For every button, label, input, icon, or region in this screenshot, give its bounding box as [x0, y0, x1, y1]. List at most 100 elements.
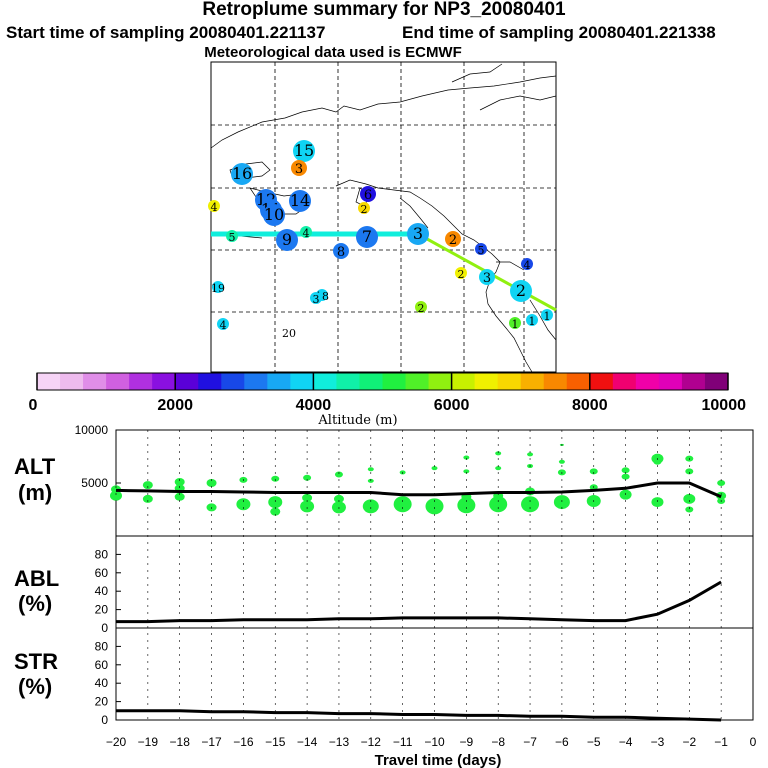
map-marker-label: 14 — [290, 191, 310, 210]
alt-scatter-point — [495, 466, 502, 471]
colorbar-tick-label: 6000 — [434, 397, 470, 414]
map-marker — [445, 231, 461, 247]
y-tick-label: 0 — [101, 713, 108, 727]
map-marker-label: 4 — [303, 227, 310, 240]
str-title: STR — [14, 649, 58, 674]
alt-scatter-point — [302, 493, 313, 502]
colorbar-cell — [405, 373, 430, 390]
map-marker-label: 10 — [264, 205, 284, 224]
map-marker-label: 9 — [282, 230, 292, 249]
colorbar-cell — [198, 373, 222, 390]
map-panel: 1531641211141062549783254232111191832420 — [208, 61, 557, 373]
map-marker — [510, 280, 532, 302]
colorbar-cell — [566, 373, 591, 390]
colorbar-cell — [313, 373, 337, 390]
alt-scatter-point — [110, 490, 122, 501]
alt-scatter-point — [463, 455, 470, 460]
y-tick-label: 10000 — [75, 423, 109, 437]
map-marker — [226, 230, 238, 242]
colorbar-tick-label: 8000 — [572, 397, 608, 414]
alt-scatter-point — [463, 469, 470, 474]
x-tick-label: −11 — [393, 735, 413, 749]
map-marker — [407, 223, 429, 245]
alt-title: ALT — [14, 454, 56, 479]
alt-scatter-point — [300, 500, 315, 513]
alt-scatter-point — [685, 468, 694, 475]
map-marker — [291, 160, 307, 176]
map-marker-label: 4 — [524, 259, 531, 272]
alt-scatter-point — [268, 496, 283, 509]
map-marker-label: 1 — [544, 310, 551, 323]
colorbar-cell — [382, 373, 407, 390]
alt-scatter-point — [685, 506, 694, 513]
alt-scatter-point — [333, 494, 344, 503]
abl-fraction-line — [116, 580, 722, 624]
colorbar-cell — [290, 373, 314, 390]
colorbar-cell — [635, 373, 660, 390]
map-marker-label: 3 — [483, 271, 491, 286]
alt-scatter-point — [457, 497, 476, 514]
x-tick-label: −8 — [491, 735, 505, 749]
colorbar-cell — [359, 373, 383, 390]
x-tick-label: −12 — [361, 735, 382, 749]
map-marker — [300, 226, 312, 238]
alt-scatter-point — [142, 481, 153, 490]
colorbar-tick-label: 10000 — [702, 397, 747, 414]
map-marker-label: 2 — [458, 268, 465, 281]
map-marker-label: 2 — [361, 203, 368, 216]
alt-scatter-point — [270, 507, 281, 516]
map-marker — [231, 163, 253, 185]
y-tick-label: 20 — [95, 695, 109, 709]
colorbar-cell — [244, 373, 268, 390]
colorbar-cell — [106, 373, 130, 390]
map-marker-label: 8 — [337, 245, 345, 260]
map-marker-label: 4 — [211, 201, 218, 214]
alt-scatter-point — [553, 495, 570, 510]
x-tick-label: 0 — [750, 735, 757, 749]
alt-scatter-point — [527, 452, 534, 457]
map-marker — [358, 202, 370, 214]
colorbar-cell — [175, 373, 199, 390]
alt-scatter-point — [334, 471, 343, 478]
map-markers: 1531641211141062549783254232111191832420 — [208, 140, 553, 340]
map-marker-label: 20 — [282, 327, 296, 340]
alt-scatter-point — [174, 477, 185, 486]
map-marker — [289, 190, 311, 212]
colorbar-cell — [37, 373, 61, 390]
alt-scatter-point — [495, 451, 502, 456]
x-tick-label: −19 — [138, 735, 159, 749]
map-marker — [360, 186, 376, 202]
abl-unit: (%) — [18, 591, 52, 616]
x-tick-label: −16 — [233, 735, 254, 749]
x-tick-label: −20 — [106, 735, 127, 749]
map-marker — [541, 309, 553, 321]
y-tick-label: 20 — [95, 603, 109, 617]
colorbar-cell — [497, 373, 522, 390]
x-tick-label: −2 — [682, 735, 696, 749]
map-marker — [479, 269, 495, 285]
map-marker-label: 5 — [478, 244, 485, 257]
y-tick-label: 5000 — [81, 476, 108, 490]
alt-scatter-point — [271, 475, 280, 482]
colorbar-cell — [520, 373, 545, 390]
alt-panel: ALT (m) 10000 5000 — [14, 423, 754, 537]
colorbar-cell — [428, 373, 453, 390]
map-marker-label: 2 — [418, 302, 425, 315]
alt-scatter-point — [621, 467, 630, 474]
map-marker — [217, 318, 229, 330]
colorbar-cell — [60, 373, 84, 390]
x-tick-label: −17 — [201, 735, 222, 749]
colorbar-cell — [83, 373, 107, 390]
colorbar-tick-label: 4000 — [296, 397, 332, 414]
map-marker-label: 2 — [516, 281, 526, 300]
alt-scatter-point — [653, 458, 662, 465]
colorbar-tick-label: 2000 — [157, 397, 193, 414]
map-marker — [475, 243, 487, 255]
x-tick-label: −9 — [460, 735, 474, 749]
map-marker — [276, 229, 298, 251]
map-marker — [415, 301, 427, 313]
alt-scatter-point — [431, 466, 438, 471]
colorbar-cell — [336, 373, 360, 390]
map-marker-label: 1 — [512, 318, 519, 331]
